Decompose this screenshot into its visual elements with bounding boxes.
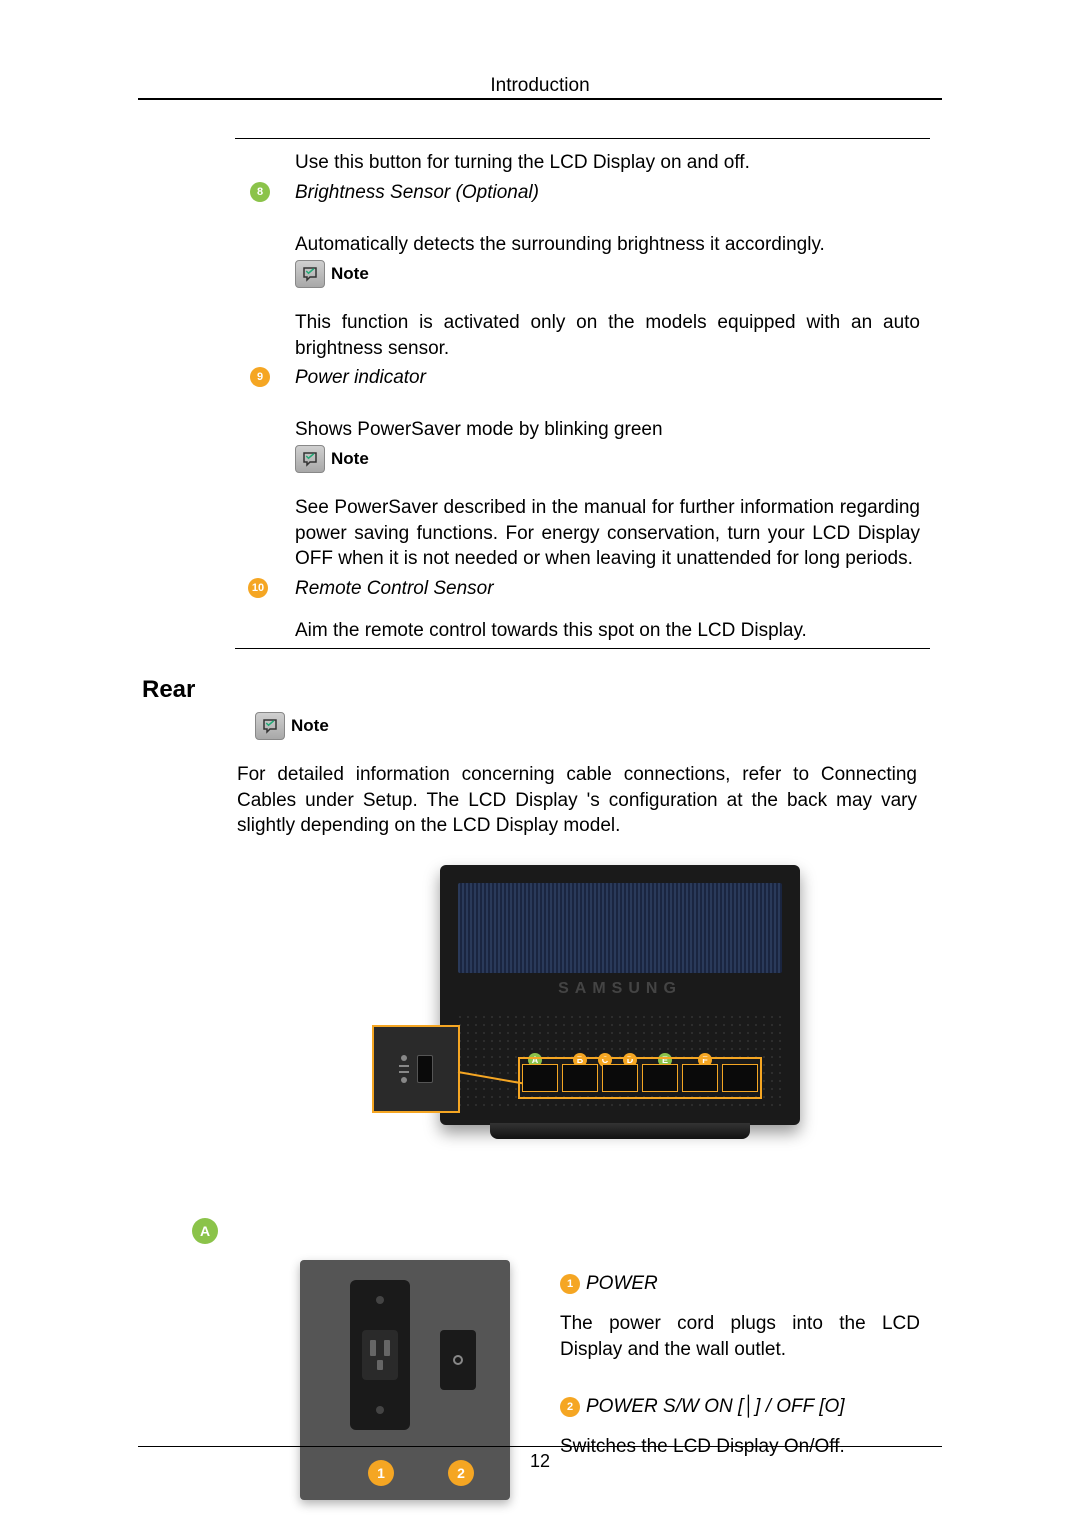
note-icon [295,260,325,288]
power-plug-icon [362,1330,398,1380]
rear-intro-text: For detailed information concerning cabl… [237,762,917,839]
item-8-note-row: Note [235,260,920,288]
port-box [722,1064,758,1092]
rear-note-row: Note [255,712,329,740]
port-box [602,1064,638,1092]
monitor-rear-diagram: SAMSUNG A B C D E F [440,865,840,1155]
item-9-desc: Shows PowerSaver mode by blinking green [235,417,920,443]
monitor-logo: SAMSUNG [440,980,800,998]
power-zoom-inset [372,1025,460,1113]
document-page: Introduction Use this button for turning… [0,0,1080,1527]
power-item-1: 1 POWER The power cord plugs into the LC… [560,1273,920,1362]
power-switch-icon [440,1330,476,1390]
power-badge-1: 1 [560,1274,580,1294]
item-8-desc: Automatically detects the surrounding br… [235,232,920,258]
panel-a-badge: A [192,1218,218,1244]
table-bottom-rule [235,648,930,649]
port-box [522,1064,558,1092]
item-10-desc: Aim the remote control towards this spot… [235,618,920,644]
item-10-title: Remote Control Sensor [235,578,920,600]
note-icon [255,712,285,740]
monitor-perforated-panel: A B C D E F [458,1015,782,1107]
note-icon [295,445,325,473]
item-8-title: Brightness Sensor (Optional) [235,182,920,204]
port-box [682,1064,718,1092]
table-top-rule [235,138,930,139]
port-strip [518,1057,762,1099]
header-rule [138,98,942,100]
page-header: Introduction [0,75,1080,97]
rear-heading: Rear [142,676,195,704]
page-number: 12 [0,1451,1080,1472]
item-9-note-row: Note [235,445,920,473]
power-socket [350,1280,410,1430]
monitor-vent [458,883,782,973]
zoom-switch-icon [417,1055,433,1083]
item-9-title: Power indicator [235,367,920,389]
lead-text: Use this button for turning the LCD Disp… [235,150,920,176]
monitor-stand [490,1123,750,1139]
footer-rule [138,1446,942,1447]
item-8-note-text: This function is activated only on the m… [235,310,920,361]
item-9-note-text: See PowerSaver described in the manual f… [235,495,920,572]
port-box [642,1064,678,1092]
power-badge-2: 2 [560,1397,580,1417]
monitor-frame: SAMSUNG A B C D E F [440,865,800,1125]
port-box [562,1064,598,1092]
